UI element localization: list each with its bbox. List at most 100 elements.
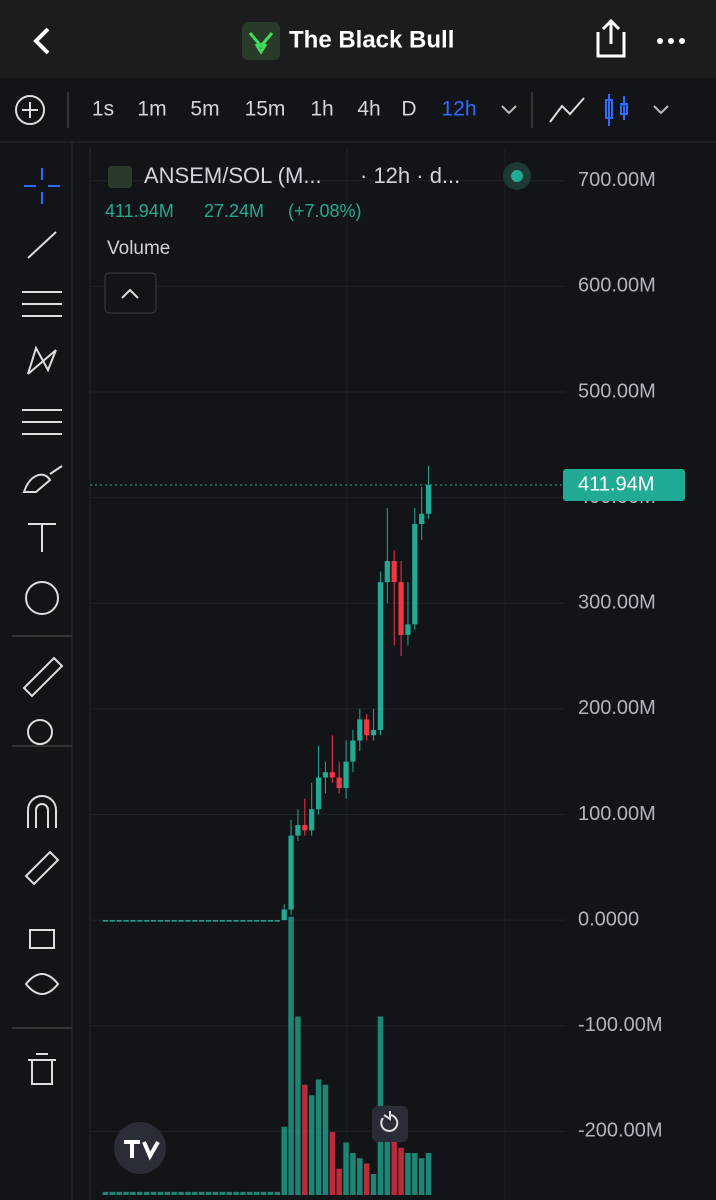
volume-bar	[171, 1191, 177, 1195]
candle-body	[109, 920, 115, 922]
candle-chart-button[interactable]	[605, 94, 628, 126]
text-tool[interactable]	[28, 523, 56, 552]
candle-body	[254, 920, 260, 922]
candle-body	[322, 772, 329, 778]
pattern-tool[interactable]	[27, 345, 57, 375]
candle-body	[116, 920, 122, 922]
unlock-tool[interactable]	[29, 929, 55, 949]
chart-type-dropdown[interactable]	[653, 105, 669, 115]
candle-body	[419, 513, 425, 525]
interval-button[interactable]: 15m	[245, 98, 286, 121]
candle-body	[199, 920, 205, 922]
back-button[interactable]	[33, 27, 50, 55]
volume-bar	[412, 1153, 418, 1195]
candle-body	[336, 777, 342, 789]
candle-body	[185, 920, 191, 922]
candle-body	[350, 740, 356, 762]
volume-bar	[288, 916, 294, 1195]
delete-tool[interactable]	[28, 1053, 56, 1085]
legend-change: 27.24M	[204, 201, 264, 221]
candle-body	[391, 560, 397, 583]
candle-body	[377, 582, 384, 730]
candle-body	[315, 777, 322, 810]
volume-bar	[377, 1016, 384, 1195]
y-tick-label: -100.00M	[578, 1014, 663, 1036]
y-tick-label: 600.00M	[578, 275, 656, 297]
volume-bar	[198, 1191, 205, 1195]
volume-bar	[357, 1158, 363, 1195]
volume-bar	[192, 1191, 198, 1195]
interval-button[interactable]: 1m	[137, 98, 166, 121]
candle-body	[233, 920, 239, 922]
volume-bar	[253, 1191, 260, 1195]
share-button[interactable]	[596, 18, 626, 58]
lock-drawing-tool[interactable]	[24, 850, 60, 886]
volume-bar	[267, 1191, 274, 1195]
candle-body	[219, 920, 225, 922]
trend-line-tool[interactable]	[27, 231, 57, 259]
candle-body	[123, 920, 129, 922]
candle-body	[144, 920, 150, 922]
interval-button[interactable]: 4h	[357, 98, 380, 121]
line-chart-button[interactable]	[549, 97, 585, 123]
magnet-tool[interactable]	[27, 795, 57, 828]
volume-bar	[260, 1191, 267, 1195]
crosshair-tool[interactable]	[24, 168, 60, 204]
candle-body	[412, 524, 418, 625]
volume-bar	[350, 1153, 356, 1195]
interval-button[interactable]: 1s	[92, 98, 114, 121]
y-tick-label: 0.0000	[578, 908, 639, 930]
volume-bar	[123, 1191, 129, 1195]
volume-bar	[363, 1163, 370, 1195]
avatar-logo	[248, 32, 274, 55]
candle-body	[267, 920, 274, 922]
volume-bar	[116, 1191, 122, 1195]
volume-bar	[308, 1095, 315, 1195]
volume-bar	[102, 1191, 109, 1195]
volume-bar	[405, 1153, 411, 1195]
visibility-tool[interactable]	[24, 973, 60, 995]
candle-body	[157, 920, 164, 922]
volume-bar	[329, 1132, 336, 1195]
volume-bar	[164, 1191, 171, 1195]
fib-tool[interactable]	[22, 291, 62, 317]
tv-logo-mark	[124, 1140, 160, 1161]
volume-bar	[247, 1191, 253, 1195]
candle-body	[281, 909, 287, 921]
volume-bar	[281, 1126, 287, 1195]
candle-body	[247, 920, 253, 922]
add-button[interactable]	[15, 95, 45, 125]
ruler-tool[interactable]	[22, 656, 64, 698]
collapse-icon	[121, 288, 139, 299]
candle-body	[171, 920, 177, 922]
candle-body	[205, 920, 212, 922]
interval-button[interactable]: 1h	[310, 98, 333, 121]
volume-bar	[370, 1174, 377, 1195]
interval-button[interactable]: D	[401, 98, 416, 121]
emoji-tool[interactable]	[25, 581, 59, 615]
candle-body	[212, 920, 219, 922]
prediction-tool[interactable]	[22, 409, 62, 435]
candle-body	[425, 484, 432, 514]
volume-bar	[315, 1079, 322, 1195]
brush-tool[interactable]	[22, 465, 63, 493]
candle-body	[260, 920, 267, 922]
volume-bar	[391, 1132, 397, 1195]
interval-button[interactable]: 12h	[441, 98, 476, 121]
collapse-button[interactable]	[104, 272, 157, 314]
volume-bar	[343, 1142, 349, 1195]
more-button[interactable]	[657, 38, 685, 44]
volume-bar	[226, 1191, 232, 1195]
volume-bar	[212, 1191, 219, 1195]
reset-button[interactable]	[372, 1106, 408, 1142]
interval-dropdown[interactable]	[501, 105, 517, 115]
add-icon	[22, 102, 38, 118]
candle-body	[150, 920, 157, 922]
volume-bar	[274, 1191, 281, 1195]
interval-button[interactable]: 5m	[190, 98, 219, 121]
y-tick-label: 500.00M	[578, 380, 656, 402]
volume-bar	[143, 1191, 150, 1195]
avatar	[242, 22, 280, 60]
zoom-tool[interactable]	[27, 719, 53, 745]
